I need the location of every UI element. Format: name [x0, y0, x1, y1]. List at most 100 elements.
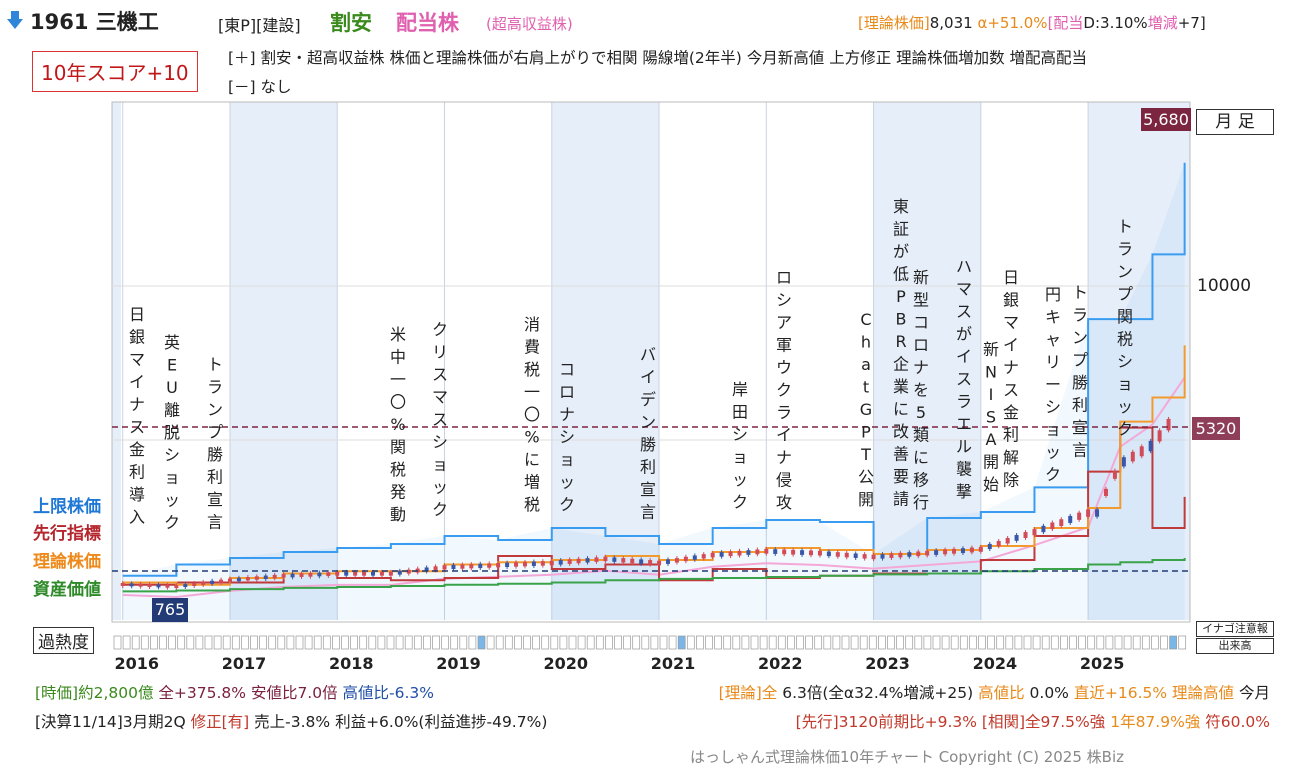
current-price-badge: 5320 [1192, 417, 1240, 440]
heat-cell [377, 635, 386, 650]
heat-cell [1078, 635, 1086, 650]
event-char: 宣 [207, 490, 223, 509]
candle-body [817, 550, 822, 556]
candle-body [362, 571, 367, 576]
ten-year-score: 10年スコア+10 [32, 51, 198, 92]
heat-cell [750, 635, 759, 650]
candle-body [290, 573, 295, 578]
heat-cell [113, 635, 122, 650]
heat-cell [1132, 635, 1141, 650]
market-sector: [東P][建設] [218, 16, 301, 35]
event-char: 東 [893, 197, 909, 216]
heat-cell [295, 635, 304, 650]
heat-cell [1032, 635, 1041, 650]
heat-cell [186, 635, 195, 650]
heat-cell [413, 635, 422, 650]
event-char: 利 [207, 468, 223, 487]
event-char: % [524, 428, 539, 447]
heat-cell [341, 635, 349, 650]
candle-body [1014, 535, 1019, 541]
event-char: % [390, 415, 405, 434]
event-char: ナ [129, 395, 145, 414]
event-char: 利 [1072, 396, 1088, 415]
event-char: を [913, 381, 929, 400]
event-char: 言 [1072, 441, 1088, 460]
heat-cell [659, 635, 668, 650]
correlation-1y: 1年87.9%強 [1110, 713, 1201, 731]
heat-cell [723, 635, 732, 650]
heat-cell [614, 635, 622, 650]
event-char: 言 [207, 513, 223, 532]
event-char: 金 [1003, 403, 1019, 422]
event-char: 発 [390, 483, 406, 502]
dividend-label: [配当 [1047, 14, 1084, 32]
heat-cell [304, 635, 313, 650]
heat-cell [777, 635, 786, 650]
revision: 修正[有] [190, 713, 250, 731]
heat-cell [787, 635, 795, 650]
candle-body [558, 560, 563, 565]
event-char: シ [559, 428, 575, 447]
event-char: 英 [164, 333, 180, 352]
dividend-value: D:3.10% [1083, 14, 1148, 32]
event-char: ラ [207, 378, 223, 397]
event-char: シ [1117, 352, 1133, 371]
event-char: S [986, 408, 996, 427]
event-char: イ [1003, 336, 1019, 355]
candle-body [943, 549, 948, 555]
event-char: 米 [390, 325, 406, 344]
candle-body [853, 553, 858, 558]
event-char: P [861, 423, 871, 442]
heat-cell [168, 635, 176, 650]
event-char: 消 [524, 315, 540, 334]
candle-body [728, 551, 733, 557]
candle-body [397, 570, 402, 575]
minus-line: [－] なし [228, 78, 292, 96]
event-char: リ [1045, 353, 1061, 372]
candle-body [210, 580, 215, 584]
theory-high-ratio-label: 高値比 [978, 684, 1025, 702]
candle-body [844, 552, 849, 558]
event-char: 請 [893, 490, 909, 509]
candle-body [1166, 418, 1171, 431]
event-char: 入 [129, 508, 145, 527]
event-char: 襲 [956, 460, 972, 479]
candle-body [1112, 470, 1117, 479]
correlation-all: [相関]全97.5%強 [981, 713, 1106, 731]
candle-body [960, 548, 965, 554]
event-char: 除 [1003, 471, 1019, 490]
year-label-2021: 2021 [651, 654, 696, 673]
heat-cell [932, 635, 941, 650]
heat-cell [1005, 635, 1014, 650]
candle-body [1148, 440, 1153, 452]
event-char: ナ [776, 448, 792, 467]
year-label-2017: 2017 [222, 654, 267, 673]
event-char: P [896, 287, 906, 306]
event-char: 企 [893, 355, 909, 374]
event-char: 要 [893, 467, 909, 486]
candle-body [773, 549, 778, 554]
heat-cell [1160, 635, 1168, 650]
heat-cell [1178, 635, 1187, 650]
event-char: キ [1045, 308, 1061, 327]
event-char: マ [432, 388, 448, 407]
candle-body [674, 558, 679, 563]
heat-cell [259, 635, 267, 650]
tag-dividend-sub: (超高収益株) [486, 15, 573, 33]
heat-cell [623, 635, 631, 650]
heat-cell [122, 635, 131, 650]
event-char: T [860, 445, 871, 464]
heat-cell [677, 635, 686, 650]
heat-cell [550, 635, 559, 650]
event-char: イ [129, 373, 145, 392]
heat-cell [277, 635, 286, 650]
event-char: 税 [1117, 330, 1133, 349]
event-char: に [893, 400, 909, 419]
heat-cell [668, 635, 677, 650]
heat-cell [650, 635, 659, 650]
sign-match: 符60.0% [1205, 713, 1270, 731]
event-char: G [860, 400, 872, 419]
